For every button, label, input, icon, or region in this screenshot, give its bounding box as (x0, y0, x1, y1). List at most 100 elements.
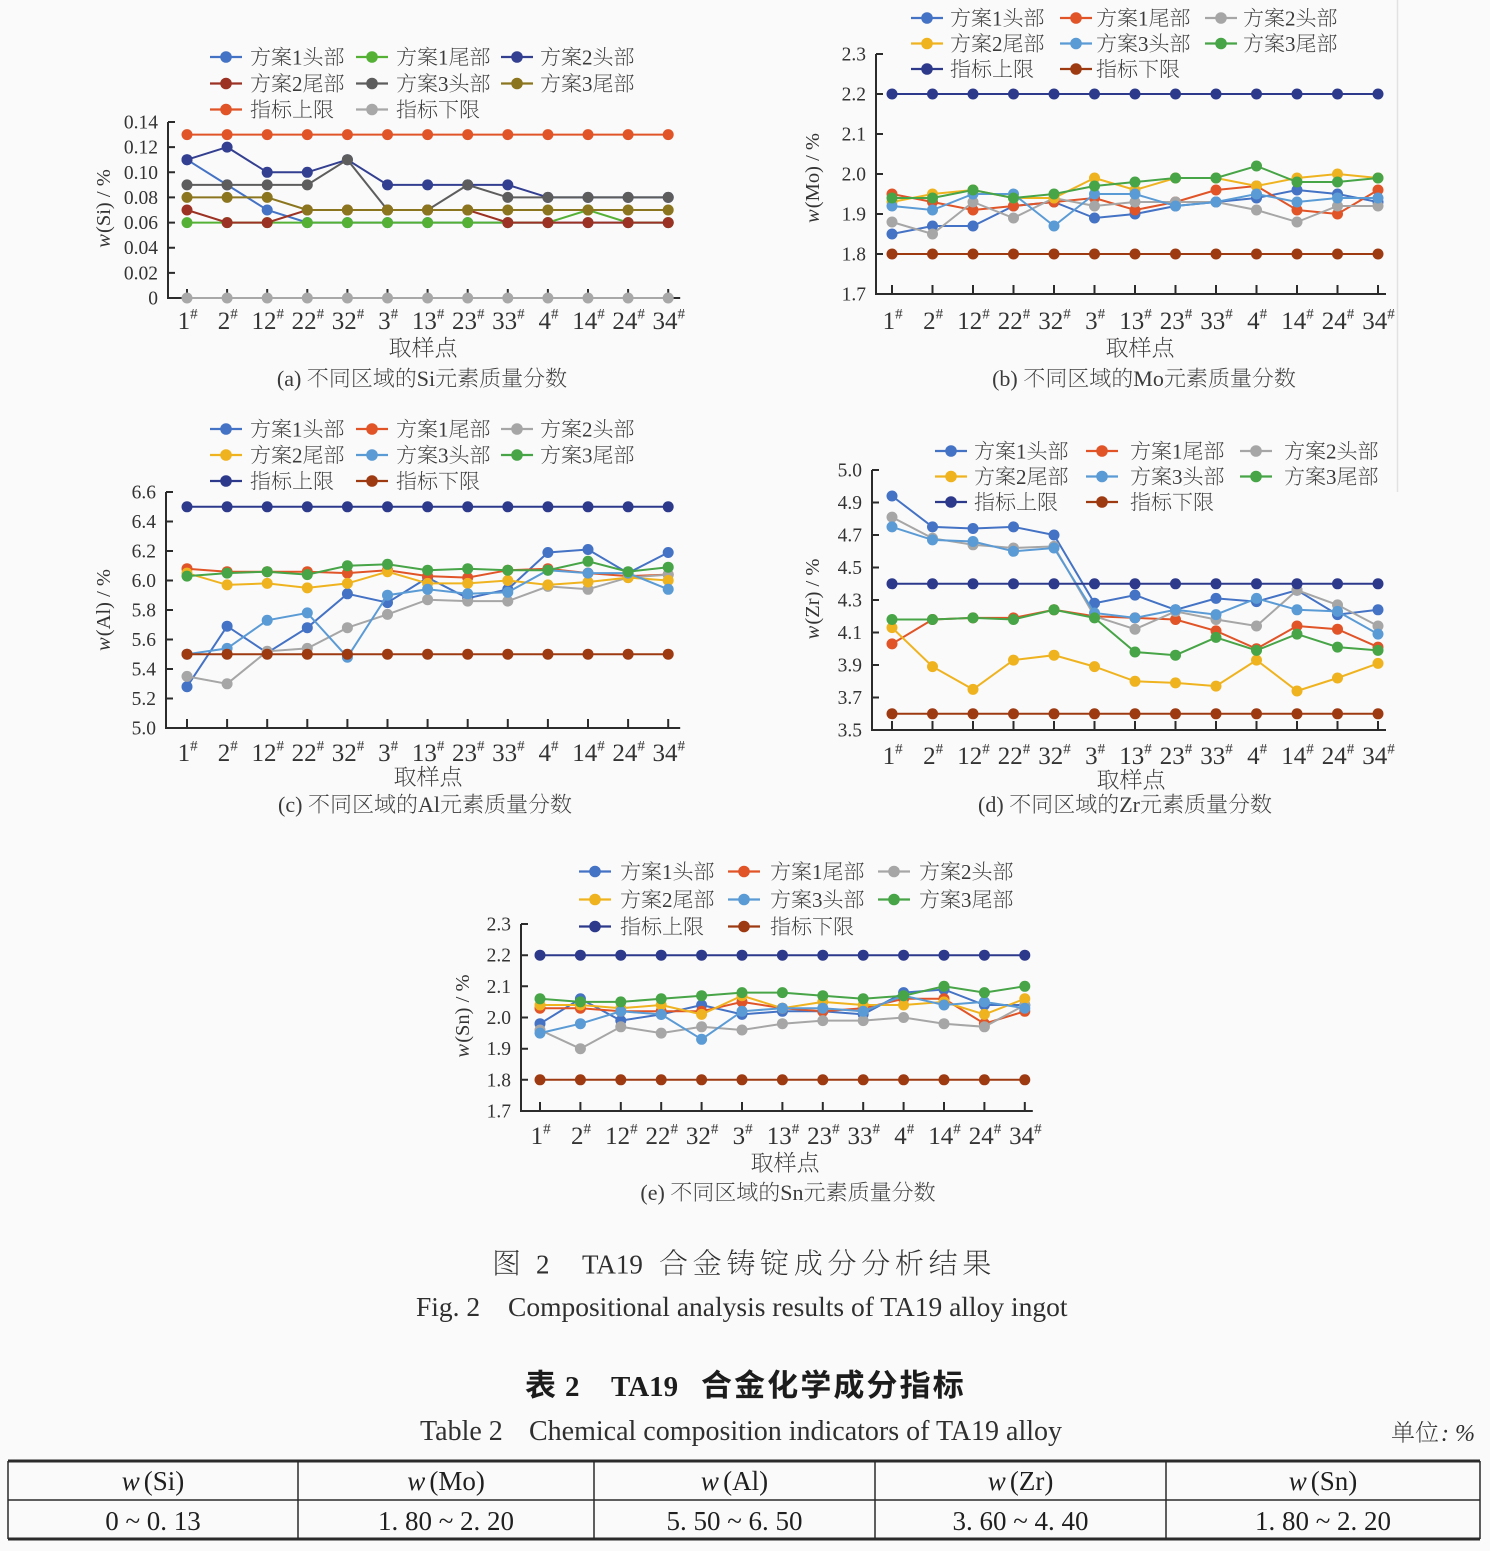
svg-text:12: 12 (957, 308, 982, 335)
svg-text:0.08: 0.08 (124, 188, 158, 209)
svg-text:(e): (e) (640, 1180, 670, 1205)
svg-text:13: 13 (412, 740, 437, 767)
svg-text:5.4: 5.4 (132, 660, 157, 681)
svg-text:1: 1 (883, 743, 896, 770)
svg-text:#: # (982, 742, 990, 758)
svg-text:(Mo) / %: (Mo) / % (802, 133, 824, 208)
svg-text:2: 2 (571, 1123, 584, 1150)
svg-text:2: 2 (1326, 440, 1337, 464)
svg-text:(Sn): (Sn) (1311, 1466, 1358, 1496)
svg-text:32: 32 (1038, 308, 1063, 335)
svg-text:0: 0 (148, 289, 158, 310)
svg-text:1: 1 (438, 418, 449, 442)
svg-text:#: # (230, 307, 238, 323)
svg-text:2: 2 (218, 308, 231, 335)
svg-text:5.0: 5.0 (838, 461, 862, 482)
svg-text:33: 33 (492, 308, 517, 335)
svg-text:3: 3 (1326, 465, 1337, 489)
svg-text:Compositional analysis results: Compositional analysis results of TA19 a… (508, 1291, 1068, 1322)
svg-text:(a): (a) (277, 366, 307, 391)
svg-text:2.1: 2.1 (842, 125, 866, 146)
svg-text:1: 1 (992, 7, 1003, 31)
svg-text:#: # (678, 307, 686, 323)
svg-text:#: # (630, 1122, 638, 1138)
svg-text:0.06: 0.06 (124, 213, 158, 234)
svg-text:24: 24 (612, 308, 638, 335)
svg-text:14: 14 (928, 1123, 954, 1150)
svg-text:2: 2 (292, 72, 303, 96)
svg-text:1.7: 1.7 (487, 1102, 512, 1123)
svg-text:: %: : % (1441, 1421, 1475, 1447)
svg-text:2: 2 (1285, 7, 1296, 31)
svg-text:#: # (1023, 307, 1031, 323)
svg-text:w: w (701, 1466, 719, 1496)
svg-text:0.10: 0.10 (124, 163, 158, 184)
svg-text:3: 3 (961, 888, 972, 912)
svg-text:4: 4 (1247, 743, 1260, 770)
svg-text:14: 14 (1281, 308, 1307, 335)
svg-text:3: 3 (438, 444, 449, 468)
svg-text:#: # (907, 1122, 915, 1138)
svg-text:#: # (1023, 742, 1031, 758)
svg-text:34: 34 (1362, 743, 1388, 770)
svg-text:#: # (994, 1122, 1002, 1138)
svg-text:#: # (1260, 742, 1268, 758)
svg-text:#: # (543, 1122, 551, 1138)
svg-text:3: 3 (812, 888, 823, 912)
svg-text:6.6: 6.6 (132, 483, 157, 504)
svg-text:1.7: 1.7 (842, 285, 867, 306)
svg-text:Fig. 2: Fig. 2 (416, 1291, 480, 1322)
svg-text:13: 13 (767, 1123, 792, 1150)
svg-text:#: # (391, 307, 399, 323)
svg-text:#: # (671, 1122, 679, 1138)
svg-text:2: 2 (923, 743, 936, 770)
svg-text:#: # (357, 307, 365, 323)
svg-text:3: 3 (1085, 308, 1098, 335)
svg-text:3.9: 3.9 (838, 656, 862, 677)
svg-text:6.4: 6.4 (132, 512, 157, 533)
svg-text:#: # (317, 739, 325, 755)
svg-text:23: 23 (1160, 743, 1185, 770)
svg-text:3: 3 (1285, 32, 1296, 56)
svg-text:14: 14 (572, 308, 598, 335)
svg-text:#: # (982, 307, 990, 323)
svg-text:2.1: 2.1 (487, 977, 511, 998)
svg-text:3.5: 3.5 (838, 721, 862, 742)
svg-text:(Al): (Al) (723, 1466, 768, 1496)
svg-text:1: 1 (531, 1123, 544, 1150)
svg-text:34: 34 (653, 740, 679, 767)
svg-text:2.0: 2.0 (842, 165, 866, 186)
svg-text:Mo: Mo (1133, 366, 1164, 391)
svg-text:#: # (1144, 742, 1152, 758)
svg-text:#: # (1098, 307, 1106, 323)
svg-text:#: # (745, 1122, 753, 1138)
svg-text:w: w (407, 1466, 425, 1496)
svg-text:#: # (637, 307, 645, 323)
svg-text:4.3: 4.3 (838, 591, 862, 612)
svg-text:34: 34 (653, 308, 679, 335)
svg-text:#: # (597, 739, 605, 755)
svg-text:2.2: 2.2 (487, 946, 511, 967)
svg-text:4: 4 (539, 740, 552, 767)
svg-text:22: 22 (292, 740, 317, 767)
svg-text:#: # (230, 739, 238, 755)
svg-text:#: # (1098, 742, 1106, 758)
svg-text:#: # (517, 739, 525, 755)
svg-text:4.9: 4.9 (838, 493, 862, 514)
svg-text:5.8: 5.8 (132, 601, 156, 622)
svg-text:TA19: TA19 (611, 1371, 678, 1403)
svg-text:Table 2: Table 2 (420, 1416, 503, 1447)
svg-text:#: # (832, 1122, 840, 1138)
svg-text:(Zr) / %: (Zr) / % (802, 559, 824, 625)
svg-text:(Sn) / %: (Sn) / % (452, 974, 474, 1042)
svg-text:#: # (873, 1122, 881, 1138)
svg-text:Sn: Sn (780, 1180, 803, 1205)
svg-text:1: 1 (812, 860, 823, 884)
svg-text:3. 60 ~ 4. 40: 3. 60 ~ 4. 40 (952, 1506, 1088, 1536)
svg-text:#: # (1387, 742, 1395, 758)
svg-text:1. 80 ~ 2. 20: 1. 80 ~ 2. 20 (378, 1506, 514, 1536)
svg-text:1: 1 (292, 418, 303, 442)
svg-text:(Mo): (Mo) (429, 1466, 485, 1496)
svg-text:1: 1 (1138, 7, 1149, 31)
svg-text:5.6: 5.6 (132, 630, 157, 651)
